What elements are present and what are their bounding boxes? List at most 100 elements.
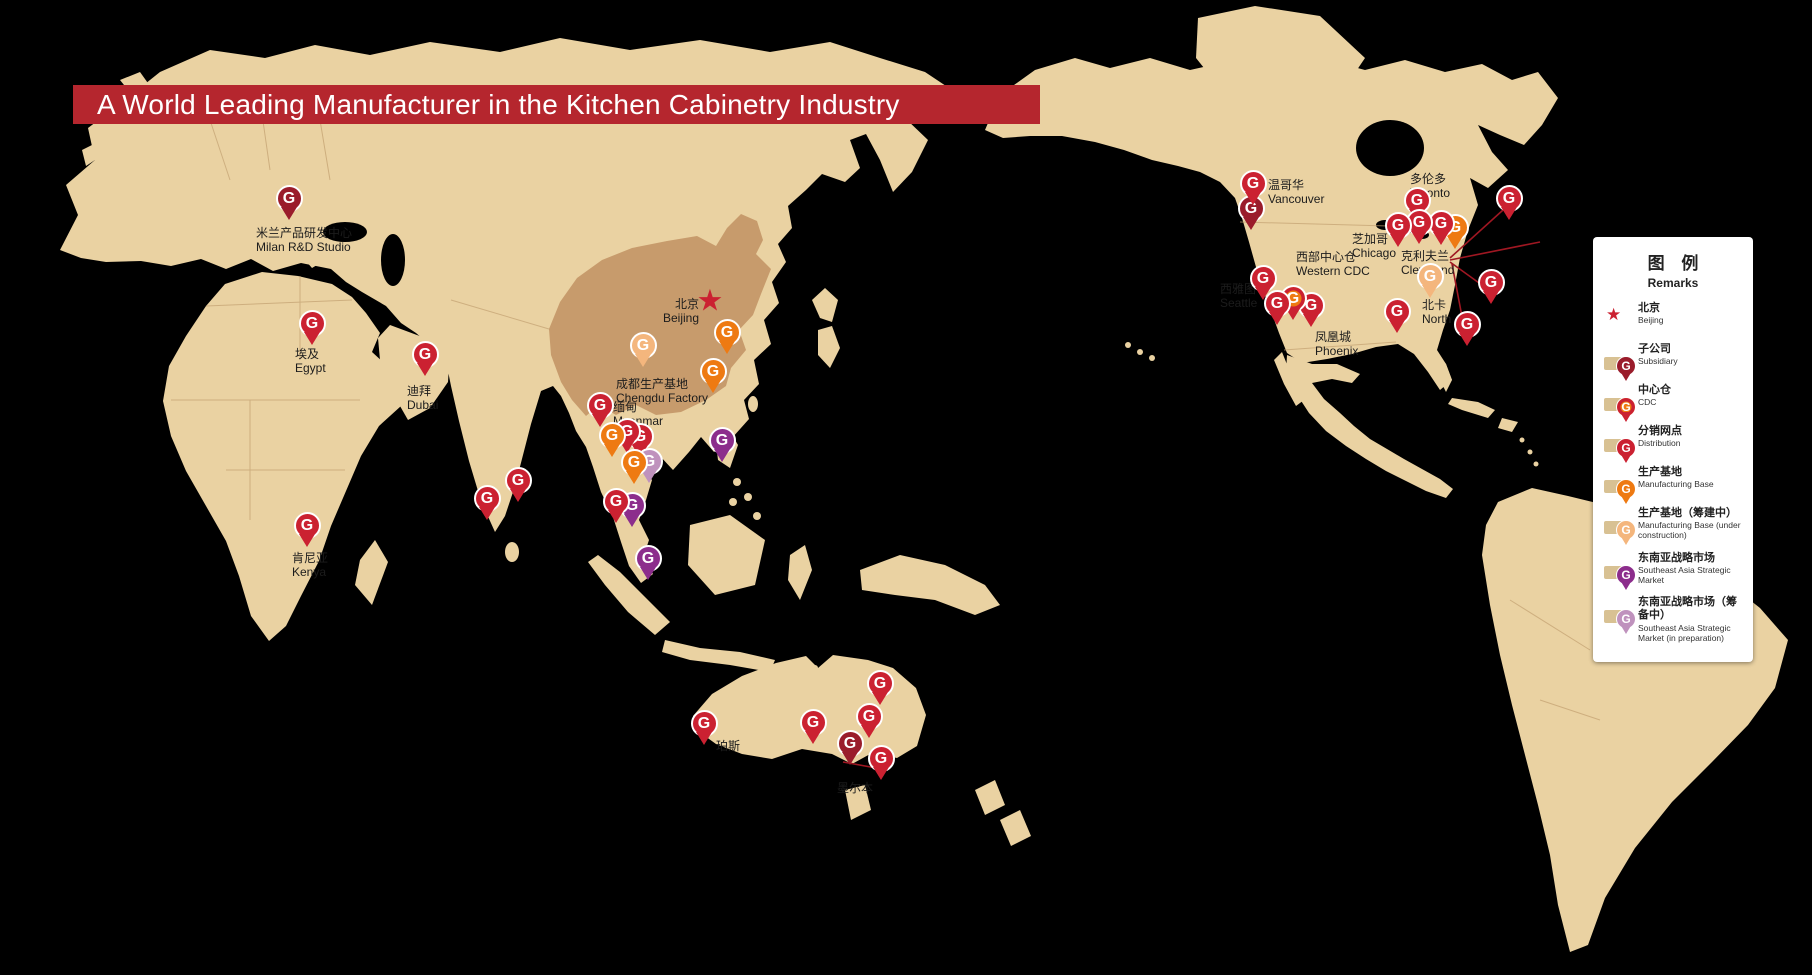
legend-item-sea_prep: G 东南亚战略市场（筹备中） Southeast Asia Strategic Ma…	[1603, 594, 1743, 643]
banner-text: A World Leading Manufacturer in the Kitc…	[97, 88, 900, 120]
pin-vietnam: G	[620, 449, 648, 476]
pin-letter: G	[874, 749, 888, 767]
label-chicago: 芝加哥 Chicago	[1352, 232, 1396, 260]
pin-melbourne-east: G	[867, 745, 895, 772]
label-seattle-cn: 西雅图	[1220, 282, 1257, 296]
pin-letter: G	[282, 189, 296, 207]
legend-icon-sea_prep: G	[1603, 594, 1636, 630]
label-western-cdc-en: Western CDC	[1296, 264, 1370, 279]
pin-philippines: G	[708, 427, 736, 454]
legend-icon-subsidiary: G	[1603, 341, 1636, 376]
pin-chicago: G	[1384, 212, 1412, 239]
legend-label-cn: 中心仓	[1638, 384, 1671, 396]
legend-text-manufacturing: 生产基地 Manufacturing Base	[1638, 464, 1714, 489]
legend-label-en: Subsidiary	[1638, 356, 1678, 367]
label-seattle-en: Seattle	[1220, 296, 1258, 311]
legend-text-subsidiary: 子公司 Subsidiary	[1638, 341, 1678, 366]
label-north-carolina-en: North	[1422, 312, 1452, 327]
pin-letter: G	[1410, 191, 1424, 209]
label-western-cdc-cn: 西部中心仓	[1296, 250, 1357, 264]
pin-east-china-south: G	[699, 358, 727, 385]
legend-pin-sea_prep: G	[1616, 609, 1636, 630]
pin-letter: G	[1621, 523, 1631, 537]
label-phoenix-cn: 凤凰城	[1315, 330, 1352, 344]
pin-letter: G	[1246, 174, 1260, 192]
pin-letter: G	[706, 362, 720, 380]
label-perth-cn: 珀斯	[716, 739, 741, 753]
legend-text-star: 北京 Beijing	[1638, 300, 1664, 325]
legend-icon-cdc: G	[1603, 382, 1636, 417]
label-beijing-cn: 北京	[674, 297, 699, 311]
label-chicago-en: Chicago	[1352, 246, 1397, 261]
pin-letter: G	[862, 707, 876, 725]
pin-letter: G	[418, 345, 432, 363]
pin-letter: G	[1621, 400, 1631, 414]
legend-item-sea: G 东南亚战略市场 Southeast Asia Strategic Market	[1603, 550, 1743, 586]
pin-letter: G	[1256, 269, 1270, 287]
pin-india-west: G	[473, 485, 501, 512]
pin-milan: G	[275, 185, 303, 212]
label-western-cdc: 西部中心仓 Western CDC	[1296, 250, 1370, 278]
pin-thailand: G	[598, 422, 626, 449]
pin-adelaide: G	[799, 709, 827, 736]
pin-letter: G	[1621, 612, 1631, 627]
pin-letter: G	[593, 396, 607, 414]
legend-panel: 图 例 Remarks ★ 北京 Beijing G 子公司 Subsidiary G 中心仓…	[1593, 237, 1753, 662]
label-beijing: 北京 Beijing	[663, 297, 699, 325]
pin-egypt: G	[298, 310, 326, 337]
label-vancouver: 温哥华 Vancouver	[1268, 178, 1324, 206]
legend-icon-manufacturing: G	[1603, 464, 1636, 499]
legend-label-cn: 东南亚战略市场	[1638, 551, 1715, 564]
pin-letter: G	[806, 713, 820, 731]
legend-item-distribution: G 分销网点 Distribution	[1603, 423, 1743, 458]
pin-letter: G	[697, 714, 711, 732]
legend-pin-cdc: G	[1616, 397, 1636, 417]
pin-melbourne: G	[836, 730, 864, 757]
label-kenya: 肯尼亚 Kenya	[292, 551, 328, 579]
pin-singapore: G	[634, 545, 662, 572]
label-milan: 米兰产品研发中心 Milan R&D Studio	[256, 226, 352, 254]
pin-letter: G	[720, 323, 734, 341]
legend-label-cn: 东南亚战略市场（筹备中）	[1638, 596, 1737, 622]
label-kenya-en: Kenya	[292, 565, 327, 580]
pin-kenya: G	[293, 512, 321, 539]
pin-letter: G	[715, 431, 729, 449]
pin-texas: G	[1383, 298, 1411, 325]
label-vancouver-cn: 温哥华	[1268, 178, 1305, 192]
pin-letter: G	[605, 426, 619, 444]
label-vancouver-en: Vancouver	[1268, 192, 1325, 207]
pin-letter: G	[511, 471, 525, 489]
legend-item-subsidiary: G 子公司 Subsidiary	[1603, 341, 1743, 376]
pin-dubai: G	[411, 341, 439, 368]
leader-line-1	[1449, 241, 1541, 261]
label-seattle: 西雅图 Seattle	[1220, 282, 1257, 310]
label-dubai: 迪拜 Dubai	[407, 384, 438, 412]
pin-perth: G	[690, 710, 718, 737]
legend-label-cn: 生产基地（筹建中）	[1638, 507, 1737, 519]
title-banner: A World Leading Manufacturer in the Kitc…	[73, 85, 1040, 124]
label-phoenix-en: Phoenix	[1315, 344, 1359, 359]
pin-myanmar: G	[586, 392, 614, 419]
pin-letter: G	[480, 489, 494, 507]
pin-letter: G	[305, 314, 319, 332]
legend-label-en: Manufacturing Base (under construction)	[1638, 520, 1741, 541]
pin-letter: G	[641, 549, 655, 567]
legend-label-en: Southeast Asia Strategic Market	[1638, 564, 1731, 585]
legend-icon-manufacturing_uc: G	[1603, 505, 1636, 540]
pin-letter: G	[1270, 294, 1284, 312]
legend-text-sea_prep: 东南亚战略市场（筹备中） Southeast Asia Strategic Mar…	[1638, 594, 1743, 643]
legend-text-manufacturing_uc: 生产基地（筹建中） Manufacturing Base (under const…	[1638, 505, 1743, 541]
legend-pin-subsidiary: G	[1616, 356, 1636, 376]
label-melbourne: 墨尔本	[837, 781, 873, 795]
pin-atlantic-south: G	[1453, 311, 1481, 338]
legend-text-distribution: 分销网点 Distribution	[1638, 423, 1682, 448]
label-melbourne-cn: 墨尔本	[837, 781, 874, 795]
legend-title-cn: 图 例	[1647, 254, 1705, 273]
legend-pin-manufacturing_uc: G	[1616, 520, 1636, 540]
pin-letter: G	[609, 492, 623, 510]
pin-letter: G	[873, 674, 887, 692]
pin-letter: G	[636, 336, 650, 354]
pin-north-carolina: G	[1416, 263, 1444, 290]
